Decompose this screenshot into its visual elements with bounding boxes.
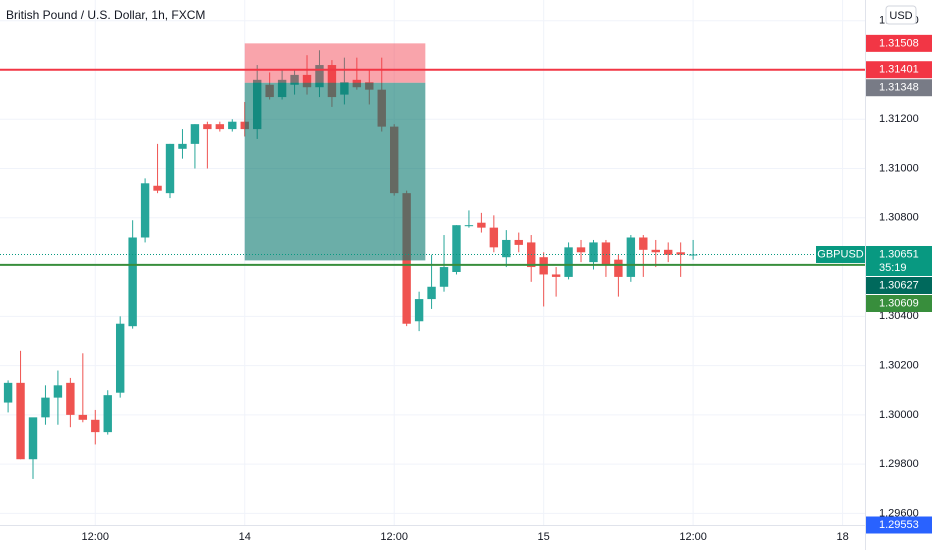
candle-body <box>564 247 573 277</box>
candle-body <box>290 74 299 85</box>
candle-body <box>203 124 212 130</box>
candle-body <box>190 124 200 144</box>
stop-zone <box>244 43 426 83</box>
price-tags: 1.31508 1.31401 1.31348 GBPUSD 1.30651 35:19 1… <box>816 34 932 534</box>
candle-body <box>91 419 100 433</box>
candle-body <box>153 185 162 191</box>
x-tick-label: 12:00 <box>380 531 408 543</box>
x-tick-label: 12:00 <box>82 531 110 543</box>
axes: 1.316001.312001.310001.308001.304001.302… <box>82 15 919 543</box>
candle-body <box>551 274 561 277</box>
candle-body <box>676 252 685 255</box>
price-tag <box>866 245 932 276</box>
candle-body <box>3 382 13 403</box>
price-tag-label: 1.31348 <box>879 82 919 94</box>
target-zone <box>244 82 426 261</box>
candle-body <box>327 65 337 98</box>
candle-body <box>103 395 112 433</box>
y-tick-label: 1.31200 <box>879 113 919 125</box>
candle-body <box>502 239 511 258</box>
y-tick-label: 1.30400 <box>879 310 919 322</box>
candle-body <box>66 382 75 415</box>
y-tick-label: 1.30200 <box>879 360 919 372</box>
candle-body <box>639 237 648 250</box>
candle-body <box>601 242 611 265</box>
candle-body <box>165 143 175 194</box>
y-tick-label: 1.30000 <box>879 409 919 421</box>
candle-body <box>53 385 63 398</box>
y-tick-label: 1.30800 <box>879 212 919 224</box>
candle-body <box>489 227 499 248</box>
price-tag-label: 1.31508 <box>879 37 919 49</box>
x-tick-label: 12:00 <box>679 531 707 543</box>
price-tag <box>866 79 932 97</box>
price-tag <box>866 61 932 79</box>
candle-body <box>128 237 137 327</box>
price-tag-label: 1.31401 <box>879 64 919 76</box>
candle-body <box>178 143 187 149</box>
y-tick-label: 1.29800 <box>879 458 919 470</box>
x-tick-label: 15 <box>538 531 550 543</box>
candle-body <box>414 299 424 322</box>
candle-body <box>452 225 461 272</box>
candle-body <box>589 242 598 263</box>
price-tag-label: 1.29553 <box>879 519 919 531</box>
symbol-tag <box>816 245 865 263</box>
y-tick-label: 1.31000 <box>879 162 919 174</box>
candle-body <box>664 249 673 255</box>
x-tick-label: 18 <box>836 531 848 543</box>
candle-body <box>115 323 125 393</box>
candle-body <box>651 249 660 253</box>
candle-body <box>626 237 636 277</box>
price-tag <box>866 34 932 52</box>
candle-body <box>228 121 237 130</box>
currency-label[interactable]: USD <box>889 10 912 22</box>
price-tag-label: 1.30627 <box>879 279 919 291</box>
candle-body <box>28 417 38 460</box>
candle-body <box>78 414 88 420</box>
candle-body <box>140 183 150 238</box>
countdown-label: 35:19 <box>879 262 907 274</box>
price-tag-label: 1.30651 <box>879 248 919 260</box>
candle-body <box>41 397 50 418</box>
y-tick-label: 1.29600 <box>879 507 919 519</box>
candle-body <box>614 259 623 277</box>
candle-body <box>427 286 436 300</box>
candle-body <box>302 74 312 88</box>
overlay <box>0 43 865 266</box>
candle-body <box>16 382 25 460</box>
x-tick-label: 14 <box>239 531 251 543</box>
currency-button[interactable] <box>885 5 917 25</box>
price-tag-label: 1.30609 <box>879 297 919 309</box>
chart-title: British Pound / U.S. Dollar, 1h, FXCM <box>6 8 205 22</box>
candle-body <box>464 225 474 227</box>
candle-body <box>439 267 449 287</box>
price-tag <box>866 276 932 294</box>
symbol-label: GBPUSD <box>817 248 864 260</box>
candle-body <box>514 239 523 245</box>
candle-body <box>477 222 486 228</box>
price-tag <box>866 294 932 312</box>
candle-body <box>576 247 586 253</box>
price-tag <box>866 516 932 534</box>
candle-body <box>215 124 225 130</box>
candle-body <box>315 65 324 88</box>
